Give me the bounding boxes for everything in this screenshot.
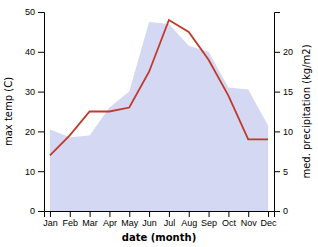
tick-label: 20 — [25, 127, 35, 137]
y2-axis: 0 5 10 15 20 — [274, 13, 293, 217]
tick-mark — [209, 211, 210, 217]
tick-mark — [189, 211, 190, 217]
tick: Jul — [164, 211, 176, 228]
tick: Feb — [63, 211, 79, 228]
tick-label: 15 — [283, 87, 293, 97]
temperature-line — [50, 20, 268, 155]
tick-label: Apr — [103, 218, 117, 228]
tick: 10 — [25, 167, 44, 177]
tick-label: 10 — [25, 167, 35, 177]
marks — [50, 20, 268, 211]
x-axis-title: date (month) — [122, 232, 196, 243]
tick: 10 — [274, 127, 293, 137]
tick-mark — [38, 52, 44, 53]
tick-label: 30 — [25, 87, 35, 97]
tick-mark — [274, 171, 280, 172]
tick-label: Oct — [222, 218, 237, 228]
tick-label: 5 — [283, 167, 288, 177]
tick-label: Nov — [241, 218, 258, 228]
tick: 30 — [25, 87, 44, 97]
tick: Mar — [82, 211, 98, 228]
tick-mark — [109, 211, 110, 217]
tick-label: 50 — [25, 7, 35, 17]
y-axis-line — [38, 13, 45, 212]
tick: Apr — [103, 211, 117, 228]
tick: Sep — [201, 211, 217, 228]
tick: Dec — [261, 211, 278, 228]
tick: Jan — [43, 211, 58, 228]
tick: Jun — [142, 211, 157, 228]
tick: 50 — [25, 7, 44, 17]
tick: May — [121, 211, 139, 228]
tick-label: 10 — [283, 127, 293, 137]
tick-label: Jun — [142, 218, 157, 228]
y2-axis-title: med. precipitation (kg/m2) — [301, 44, 312, 178]
tick-mark — [274, 131, 280, 132]
tick: 20 — [274, 47, 293, 57]
y-axis: 0 10 20 30 40 50 — [25, 7, 45, 216]
tick-label: 20 — [283, 47, 293, 57]
y2-axis-line — [275, 13, 281, 212]
tick-mark — [274, 92, 280, 93]
tick: Nov — [241, 211, 258, 228]
tick-label: Dec — [261, 218, 278, 228]
tick: 40 — [25, 47, 44, 57]
tick-mark — [38, 171, 44, 172]
tick: 0 — [30, 206, 44, 216]
tick-mark — [129, 211, 130, 217]
tick-mark — [38, 211, 44, 212]
tick-mark — [228, 211, 229, 217]
tick-mark — [169, 211, 170, 217]
tick: 0 — [274, 206, 288, 216]
tick-mark — [38, 92, 44, 93]
tick-mark — [274, 52, 280, 53]
chart: Jan FebMar Apr MayJun Jul Aug Sep Oct NovDec 0 10 2… — [0, 0, 318, 247]
tick-mark — [70, 211, 71, 217]
tick-label: Sep — [201, 218, 217, 228]
tick-mark — [38, 12, 44, 13]
plot: Jan FebMar Apr MayJun Jul Aug Sep Oct NovDec 0 10 2… — [25, 7, 293, 228]
x-axis: Jan FebMar Apr MayJun Jul Aug Sep Oct NovDec — [43, 211, 277, 228]
tick-label: Jan — [43, 218, 58, 228]
tick-label: Jul — [164, 218, 176, 228]
tick: Aug — [181, 211, 197, 228]
tick-mark — [90, 211, 91, 217]
tick: 5 — [274, 167, 288, 177]
tick: 20 — [25, 127, 44, 137]
tick-label: 40 — [25, 47, 35, 57]
tick-mark — [50, 211, 51, 217]
x-axis-line — [45, 212, 275, 218]
tick: 15 — [274, 87, 293, 97]
tick-mark — [274, 211, 280, 212]
tick-label: Feb — [63, 218, 79, 228]
tick: Oct — [222, 211, 237, 228]
precipitation-area — [50, 22, 268, 211]
tick-mark — [38, 131, 44, 132]
tick-label: Mar — [82, 218, 98, 228]
tick-mark — [248, 211, 249, 217]
tick-label: 0 — [30, 206, 35, 216]
tick-label: 0 — [283, 206, 288, 216]
tick-mark — [268, 211, 269, 217]
tick-label: Aug — [181, 218, 197, 228]
y-axis-title: max temp (C) — [3, 77, 14, 146]
tick-mark — [149, 211, 150, 217]
tick-label: May — [121, 218, 139, 228]
